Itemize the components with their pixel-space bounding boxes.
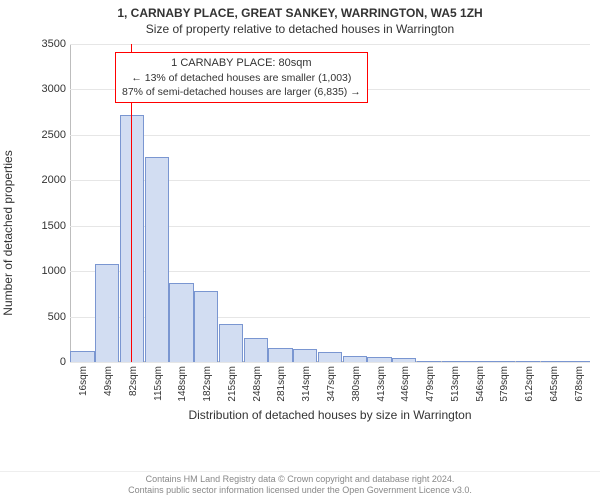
y-axis-label: Number of detached properties [1, 150, 15, 315]
x-tick-label: 182sqm [202, 362, 213, 402]
y-tick-label: 500 [48, 311, 70, 323]
y-axis-line [70, 44, 71, 362]
y-tick-label: 1500 [42, 220, 70, 232]
x-tick-label: 314sqm [301, 362, 312, 402]
x-axis-label: Distribution of detached houses by size … [70, 408, 590, 422]
histogram-bar [95, 264, 119, 362]
x-tick-label: 281sqm [276, 362, 287, 402]
footer-line-1: Contains HM Land Registry data © Crown c… [0, 474, 600, 485]
footer-line-2: Contains public sector information licen… [0, 485, 600, 496]
x-tick-label: 115sqm [153, 362, 164, 401]
histogram-bar [169, 283, 193, 362]
x-tick-label: 479sqm [425, 362, 436, 402]
annotation-line-2: ← 13% of detached houses are smaller (1,… [122, 71, 361, 85]
x-tick-label: 215sqm [227, 362, 238, 402]
x-tick-label: 82sqm [128, 362, 139, 396]
page-subtitle: Size of property relative to detached ho… [0, 20, 600, 36]
chart-container: Number of detached properties 0500100015… [40, 44, 590, 422]
histogram-bar [244, 338, 268, 362]
plot-area: 050010001500200025003000350016sqm49sqm82… [70, 44, 590, 362]
annotation-box: 1 CARNABY PLACE: 80sqm← 13% of detached … [115, 52, 368, 103]
x-tick-label: 678sqm [574, 362, 585, 402]
x-tick-label: 248sqm [252, 362, 263, 402]
gridline [70, 135, 590, 136]
y-tick-label: 2000 [42, 174, 70, 186]
x-tick-label: 612sqm [524, 362, 535, 402]
y-tick-label: 3000 [42, 83, 70, 95]
annotation-line-3: 87% of semi-detached houses are larger (… [122, 85, 361, 99]
y-tick-label: 0 [60, 356, 70, 368]
x-tick-label: 49sqm [103, 362, 114, 396]
x-tick-label: 380sqm [351, 362, 362, 402]
annotation-line-1: 1 CARNABY PLACE: 80sqm [122, 56, 361, 71]
footer-attribution: Contains HM Land Registry data © Crown c… [0, 471, 600, 500]
page-title: 1, CARNABY PLACE, GREAT SANKEY, WARRINGT… [0, 0, 600, 20]
x-tick-label: 513sqm [450, 362, 461, 402]
gridline [70, 44, 590, 45]
x-tick-label: 546sqm [475, 362, 486, 402]
histogram-bar [194, 291, 218, 362]
y-tick-label: 3500 [42, 38, 70, 50]
x-tick-label: 347sqm [326, 362, 337, 402]
x-tick-label: 645sqm [549, 362, 560, 402]
histogram-bar [293, 349, 317, 362]
x-tick-label: 16sqm [78, 362, 89, 396]
x-tick-label: 446sqm [400, 362, 411, 402]
histogram-bar [219, 324, 243, 362]
x-tick-label: 148sqm [177, 362, 188, 402]
histogram-bar [268, 348, 292, 362]
y-tick-label: 1000 [42, 265, 70, 277]
histogram-bar [318, 352, 342, 362]
x-tick-label: 579sqm [499, 362, 510, 402]
y-tick-label: 2500 [42, 129, 70, 141]
histogram-bar [70, 351, 94, 362]
x-tick-label: 413sqm [376, 362, 387, 402]
histogram-bar [145, 157, 169, 362]
